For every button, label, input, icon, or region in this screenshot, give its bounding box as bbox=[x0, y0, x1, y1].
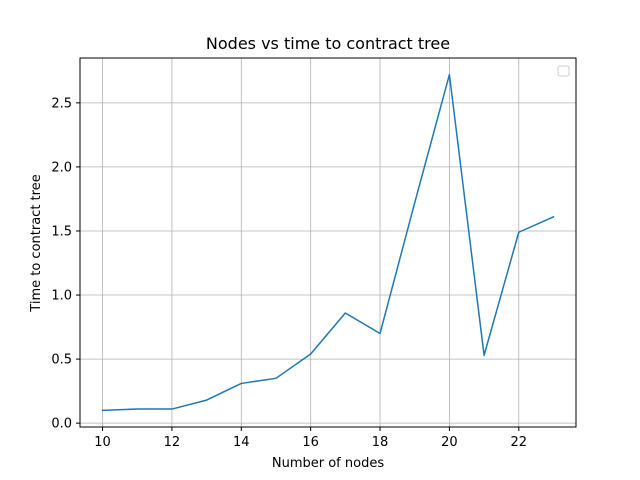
series-line bbox=[101, 73, 555, 412]
legend-box bbox=[557, 65, 570, 77]
x-tick-label: 16 bbox=[302, 435, 319, 450]
y-tick-label: 0.5 bbox=[51, 353, 72, 368]
x-tick-label: 22 bbox=[510, 435, 527, 450]
y-tick-label: 1.0 bbox=[51, 289, 72, 304]
y-axis-label: Time to contract tree bbox=[29, 174, 44, 312]
x-tick-label: 14 bbox=[233, 435, 250, 450]
plot-frame bbox=[79, 57, 577, 428]
grid bbox=[80, 58, 576, 427]
x-tick-label: 20 bbox=[441, 435, 458, 450]
y-tick-label: 1.5 bbox=[51, 224, 72, 239]
series-layer bbox=[101, 73, 555, 412]
x-axis-ticks: 10 12 14 16 18 20 22 bbox=[94, 427, 527, 450]
x-axis-label: Number of nodes bbox=[272, 456, 384, 471]
y-tick-label: 0.0 bbox=[51, 417, 72, 432]
x-tick-label: 18 bbox=[372, 435, 389, 450]
x-tick-label: 12 bbox=[164, 435, 181, 450]
y-tick-label: 2.5 bbox=[51, 96, 72, 111]
x-tick-label: 10 bbox=[94, 435, 111, 450]
y-tick-label: 2.0 bbox=[51, 160, 72, 175]
chart-title: Nodes vs time to contract tree bbox=[206, 34, 450, 53]
y-axis-ticks: 0.0 0.5 1.0 1.5 2.0 2.5 bbox=[51, 96, 80, 432]
